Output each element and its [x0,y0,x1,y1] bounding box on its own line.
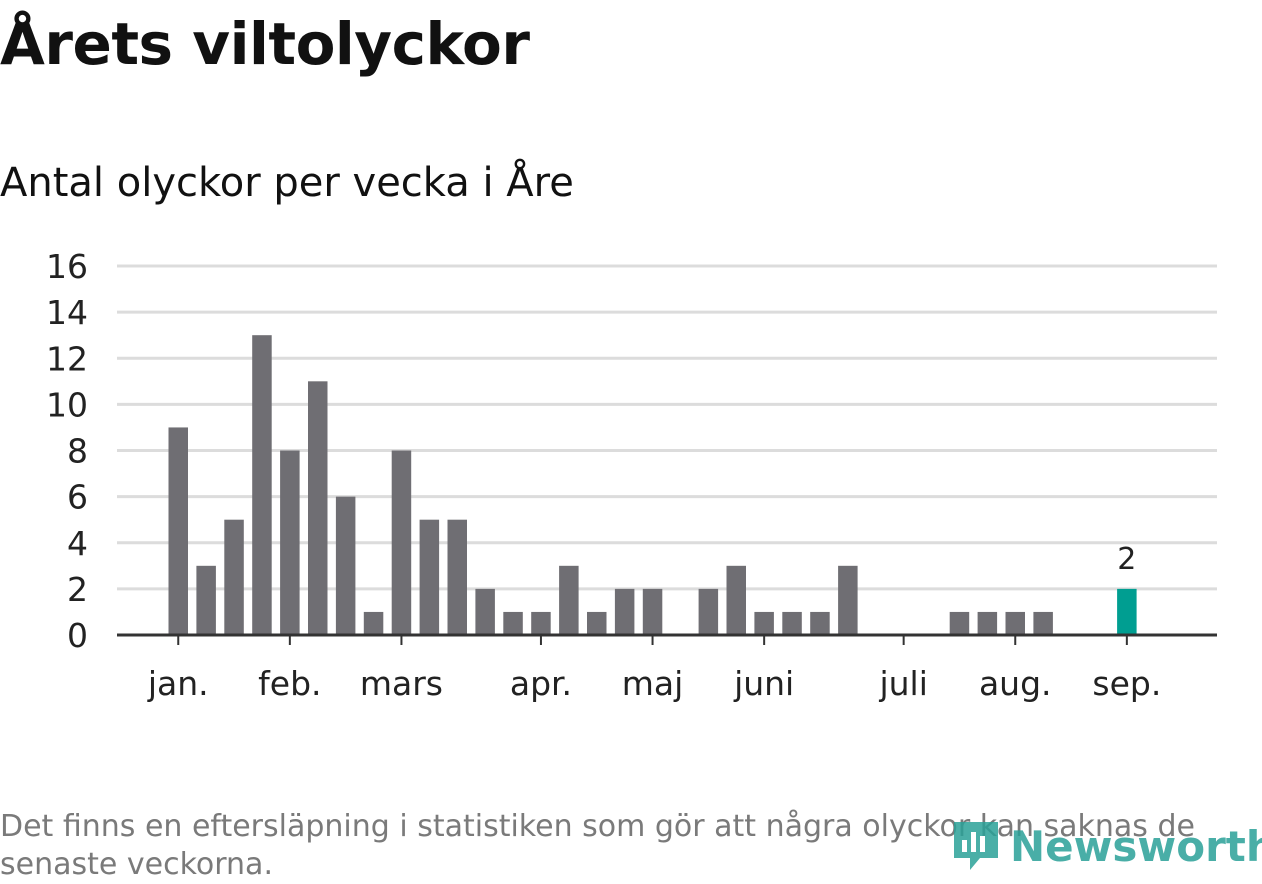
x-tick-label: mars [360,664,443,703]
bar [782,611,802,635]
x-tick-label: juli [878,664,927,703]
bar [168,427,188,635]
y-axis-ticks: 0 2 4 6 8 10 12 14 16 [46,247,88,655]
x-tick-label: maj [622,664,684,703]
bar [614,588,635,635]
highlight-bar-label: 2 [1117,542,1136,577]
bar [698,588,719,635]
bar [391,450,412,635]
bar-labels: 2 [1117,542,1136,577]
y-tick-label: 16 [46,247,88,286]
bar [977,611,998,635]
y-tick-label: 6 [67,478,88,517]
bar [503,611,523,635]
bar [475,588,495,635]
bar [335,496,356,635]
x-tick-label: apr. [510,664,572,703]
bar [1005,611,1025,635]
y-tick-label: 0 [67,616,88,655]
bar [726,565,746,635]
bar [642,588,663,635]
bars [168,335,1137,635]
newsworthy-logo: Newsworthy [950,818,1262,874]
y-tick-label: 8 [67,432,88,471]
y-tick-label: 10 [46,385,88,424]
bar [224,519,244,635]
chart-title: Årets viltolyckor [0,10,530,78]
bar [308,381,328,635]
bar [810,611,830,635]
bar [531,611,551,635]
newsworthy-logo-icon [954,822,998,870]
y-tick-label: 12 [46,339,88,378]
bar [252,335,272,635]
bar [949,611,970,635]
x-tick-label: juni [733,664,794,703]
bar [587,611,607,635]
bar [447,519,467,635]
x-axis-ticks: jan. feb. mars apr. maj juni juli aug. sep. [147,635,1161,703]
x-tick-label: jan. [147,664,209,703]
y-tick-label: 4 [67,524,88,563]
bar [196,565,216,635]
x-tick-label: sep. [1092,664,1161,703]
x-tick-label: feb. [258,664,321,703]
y-tick-label: 2 [67,570,88,609]
bar [754,611,774,635]
bar [838,565,858,635]
bar [280,450,300,635]
highlight-bar [1117,588,1137,635]
chart-subtitle: Antal olyckor per vecka i Åre [0,160,574,206]
y-tick-label: 14 [46,293,88,332]
bar [1033,611,1053,635]
bar [419,519,440,635]
x-tick-label: aug. [979,664,1052,703]
bar [363,611,384,635]
logo-text: Newsworthy [1010,821,1262,871]
bar [559,565,579,635]
gridlines [117,264,1217,591]
